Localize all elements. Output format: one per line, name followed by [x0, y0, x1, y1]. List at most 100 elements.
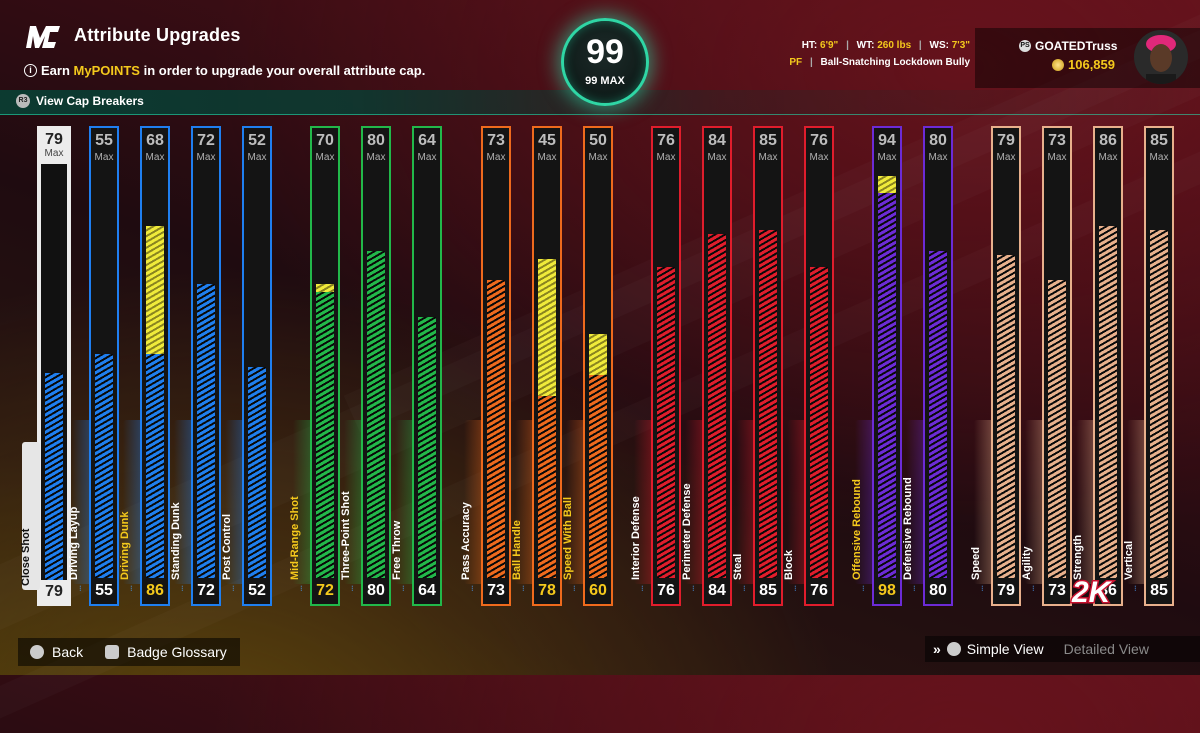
attribute-label-speed: Speed — [970, 410, 989, 580]
attribute-cap-value: 76 — [810, 132, 828, 149]
attribute-label-agility: Agility — [1021, 410, 1040, 580]
username: PS GOATEDTruss — [1019, 39, 1117, 53]
attribute-column-speed[interactable]: 79 Max 79 — [991, 126, 1021, 606]
slot-dots: ⁝ — [794, 584, 797, 593]
attribute-fill — [1099, 225, 1117, 578]
attribute-name: Defensive Rebound — [902, 477, 914, 580]
attribute-cap-label: Max — [758, 152, 778, 163]
attribute-fill — [929, 250, 947, 578]
r3-button-icon: R3 — [16, 94, 30, 108]
attribute-column-interior-defense[interactable]: 76 Max 76 — [651, 126, 681, 606]
attribute-label-driving-dunk: Driving Dunk — [119, 410, 138, 580]
attribute-cap-label: Max — [809, 152, 829, 163]
attribute-name: Driving Dunk — [119, 511, 131, 580]
attribute-cap-label: Max — [315, 152, 335, 163]
player-position: PF — [789, 57, 803, 68]
attribute-column-block[interactable]: 76 Max 76 — [804, 126, 834, 606]
attribute-cap-value: 80 — [367, 132, 385, 149]
wingspan-label: WS: — [929, 40, 949, 51]
attribute-label-defensive-rebound: Defensive Rebound — [902, 410, 921, 580]
attribute-column-perimeter-defense[interactable]: 84 Max 84 — [702, 126, 732, 606]
badge-glossary-button[interactable]: Badge Glossary — [127, 644, 227, 660]
attribute-fill — [367, 250, 385, 578]
slot-dots: ⁝ — [522, 584, 525, 593]
attribute-column-steal[interactable]: 85 Max 85 — [753, 126, 783, 606]
attribute-column-strength[interactable]: 86 Max 86 — [1093, 126, 1123, 606]
player-archetype: Ball-Snatching Lockdown Bully — [820, 57, 970, 68]
slot-dots: ⁝ — [743, 584, 746, 593]
slot-dots: ⁝ — [573, 584, 576, 593]
attribute-label-block: Block — [783, 410, 802, 580]
attribute-current-value: 60 — [589, 582, 607, 599]
attribute-column-vertical[interactable]: 85 Max 85 — [1144, 126, 1174, 606]
attribute-cap-value: 73 — [1048, 132, 1066, 149]
detailed-view-button[interactable]: Detailed View — [1063, 641, 1149, 657]
page-subtitle: i Earn MyPOINTS in order to upgrade your… — [24, 63, 425, 78]
attribute-column-post-control[interactable]: 52 Max 52 — [242, 126, 272, 606]
attribute-column-agility[interactable]: 73 Max 73 — [1042, 126, 1072, 606]
slot-dots: ⁝ — [913, 584, 916, 593]
username-text: GOATEDTruss — [1035, 39, 1118, 53]
attribute-current-value: 52 — [248, 582, 266, 599]
mycareer-logo — [26, 26, 60, 48]
attribute-current-value: 64 — [418, 582, 436, 599]
view-cap-breakers-label: View Cap Breakers — [36, 94, 144, 108]
simple-view-button[interactable]: Simple View — [966, 641, 1044, 657]
attribute-cap-value: 80 — [929, 132, 947, 149]
attribute-column-defensive-rebound[interactable]: 80 Max 80 — [923, 126, 953, 606]
view-cap-breakers-button[interactable]: R3 View Cap Breakers — [16, 94, 144, 108]
attribute-cap-label: Max — [1047, 152, 1067, 163]
attribute-name: Free Throw — [391, 520, 403, 580]
triangle-button-icon — [946, 642, 961, 656]
subtitle-text-end: in order to upgrade your overall attribu… — [139, 63, 426, 78]
attribute-name: Offensive Rebound — [851, 479, 863, 580]
attribute-fill — [487, 279, 505, 578]
attribute-label-interior-defense: Interior Defense — [630, 410, 649, 580]
attribute-fill — [1048, 279, 1066, 578]
attribute-cap-label: Max — [247, 152, 267, 163]
info-icon: i — [24, 64, 37, 77]
attribute-label-bg — [174, 420, 192, 584]
back-button[interactable]: Back — [52, 644, 84, 660]
attribute-fill — [45, 372, 63, 580]
attribute-column-driving-dunk[interactable]: 68 Max 86 — [140, 126, 170, 606]
attribute-fill — [316, 292, 334, 578]
attribute-column-offensive-rebound[interactable]: 94 Max 98 — [872, 126, 902, 606]
attribute-cap-value: 79 — [997, 132, 1015, 149]
vc-balance: 106,859 — [1052, 57, 1115, 72]
attribute-cap-label: Max — [486, 152, 506, 163]
attribute-column-mid-range-shot[interactable]: 70 Max 72 — [310, 126, 340, 606]
attribute-cap-value: 64 — [418, 132, 436, 149]
attribute-column-three-point-shot[interactable]: 80 Max 80 — [361, 126, 391, 606]
attribute-label-driving-layup: Driving Layup — [68, 410, 87, 580]
attribute-cap-label: Max — [145, 152, 165, 163]
attribute-current-value: 76 — [657, 582, 675, 599]
attribute-column-free-throw[interactable]: 64 Max 64 — [412, 126, 442, 606]
attribute-cap-value: 84 — [708, 132, 726, 149]
attribute-column-driving-layup[interactable]: 55 Max 55 — [89, 126, 119, 606]
attribute-column-ball-handle[interactable]: 45 Max 78 — [532, 126, 562, 606]
attribute-label-bg — [395, 420, 413, 584]
attribute-name: Agility — [1021, 546, 1033, 580]
slot-dots: ⁝ — [641, 584, 644, 593]
attribute-label-standing-dunk: Standing Dunk — [170, 410, 189, 580]
attribute-column-standing-dunk[interactable]: 72 Max 72 — [191, 126, 221, 606]
attribute-fill — [146, 354, 164, 578]
attribute-label-bg — [906, 420, 924, 584]
attribute-label-pass-accuracy: Pass Accuracy — [460, 410, 479, 580]
attribute-label-strength: Strength — [1072, 410, 1091, 580]
attribute-label-bg — [855, 420, 873, 584]
slot-dots: ⁝ — [981, 584, 984, 593]
attribute-current-value: 55 — [95, 582, 113, 599]
attribute-label-bg — [1076, 420, 1094, 584]
weight-value: 260 lbs — [877, 40, 912, 51]
attribute-current-value: 72 — [197, 582, 215, 599]
attribute-column-close-shot[interactable]: 79 Max 79 — [37, 126, 71, 606]
attribute-name: Speed With Ball — [562, 496, 574, 580]
attribute-column-pass-accuracy[interactable]: 73 Max 73 — [481, 126, 511, 606]
attribute-column-speed-with-ball[interactable]: 50 Max 60 — [583, 126, 613, 606]
attribute-cap-value: 70 — [316, 132, 334, 149]
slot-dots: ⁝ — [300, 584, 303, 593]
attribute-cap-value: 85 — [759, 132, 777, 149]
attribute-name: Ball Handle — [511, 520, 523, 580]
